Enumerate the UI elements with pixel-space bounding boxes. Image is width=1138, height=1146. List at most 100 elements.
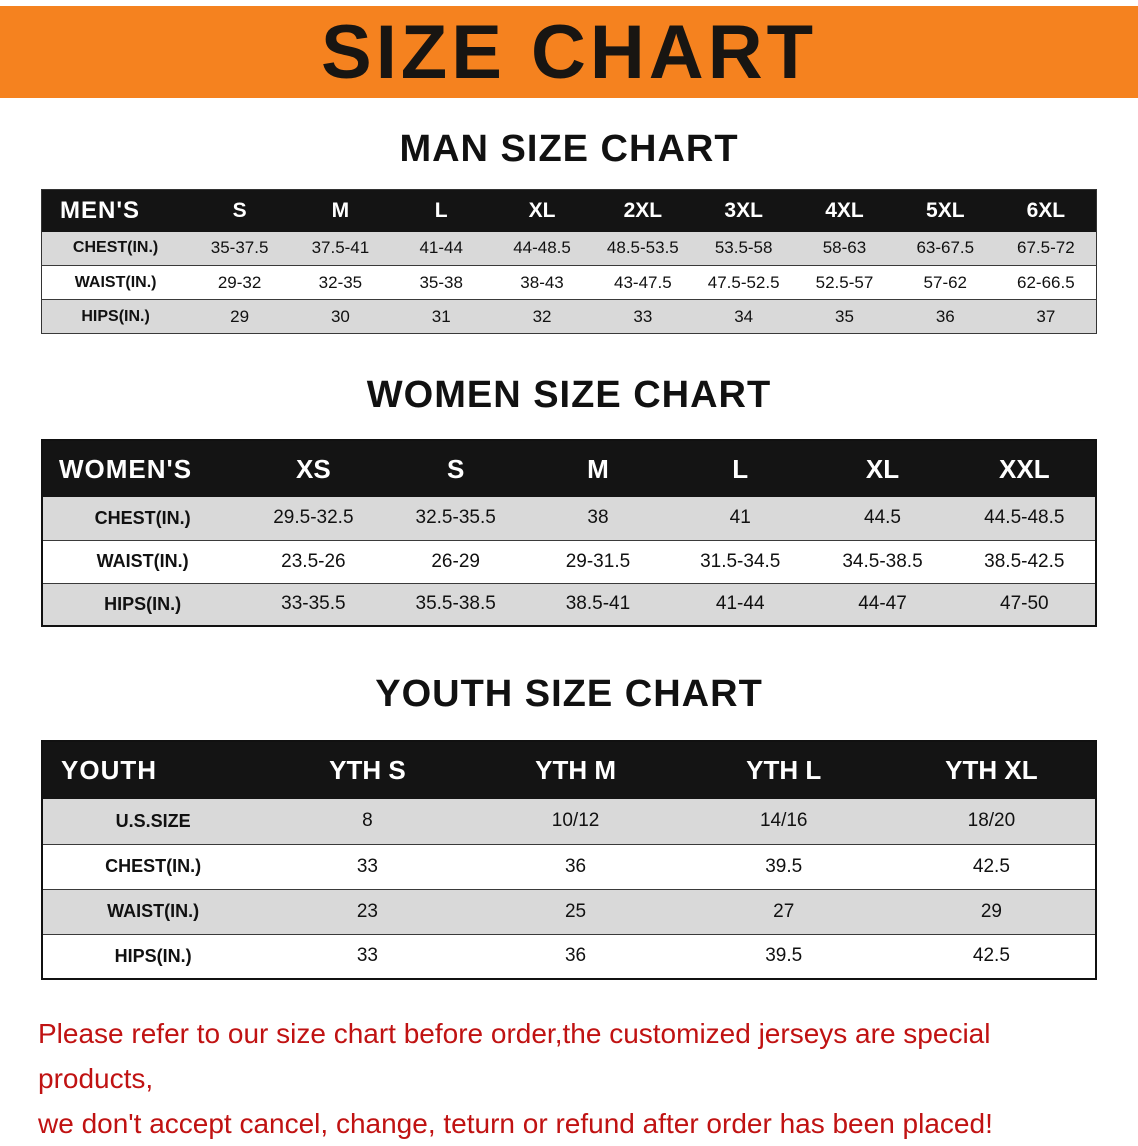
table-title-cell: YOUTH (42, 741, 264, 799)
measurement-label: WAIST(IN.) (42, 889, 264, 935)
size-value: 41-44 (390, 231, 492, 266)
size-value: 41 (669, 497, 812, 541)
size-value: 67.5-72 (995, 231, 1097, 266)
section-women: WOMEN SIZE CHART WOMEN'S XS S M L XL XXL CHEST(… (0, 374, 1138, 627)
size-value: 33 (263, 934, 472, 980)
size-column-header: YTH XL (887, 741, 1096, 799)
size-value: 29 (189, 299, 290, 334)
footer-line-2: we don't accept cancel, change, teturn o… (38, 1107, 993, 1139)
size-value: 32-35 (290, 265, 391, 300)
size-value: 52.5-57 (794, 265, 895, 300)
size-value: 29.5-32.5 (242, 497, 385, 541)
measurement-label: CHEST(IN.) (42, 844, 264, 890)
size-value: 32.5-35.5 (384, 497, 527, 541)
size-column-header: M (526, 440, 670, 497)
women-size-table: WOMEN'S XS S M L XL XXL CHEST(IN.) 29.5-32.5 32.5… (41, 439, 1097, 627)
table-row: CHEST(IN.) 33 36 39.5 42.5 (42, 844, 1096, 890)
size-value: 62-66.5 (995, 265, 1097, 300)
size-value: 48.5-53.5 (592, 231, 694, 266)
size-value: 32 (491, 299, 593, 334)
measurement-label: CHEST(IN.) (41, 231, 190, 266)
size-value: 10/12 (471, 799, 680, 845)
size-column-header: 3XL (693, 189, 795, 232)
measurement-label: HIPS(IN.) (41, 299, 190, 334)
size-column-header: 2XL (592, 189, 694, 232)
size-column-header: XXL (953, 440, 1096, 497)
size-column-header: 6XL (995, 189, 1097, 232)
size-value: 44.5 (811, 497, 954, 541)
size-column-header: L (669, 440, 812, 497)
footer-note: Please refer to our size chart before or… (38, 1012, 1100, 1146)
banner: SIZE CHART (0, 6, 1138, 98)
size-column-header: S (384, 440, 527, 497)
size-value: 31.5-34.5 (669, 540, 812, 584)
size-value: 44-48.5 (491, 231, 593, 266)
size-column-header: XL (811, 440, 954, 497)
table-row: CHEST(IN.) 29.5-32.5 32.5-35.5 38 41 44.5 44.5… (42, 497, 1096, 541)
table-row: WAIST(IN.) 29-32 32-35 35-38 38-43 43-47.5 47.… (41, 265, 1097, 300)
size-column-header: XL (491, 189, 593, 232)
measurement-label: WAIST(IN.) (42, 540, 243, 584)
page-title: SIZE CHART (321, 9, 817, 95)
size-value: 36 (471, 934, 680, 980)
size-value: 42.5 (887, 844, 1096, 890)
size-value: 35-37.5 (189, 231, 290, 266)
size-value: 58-63 (794, 231, 895, 266)
table-row: WAIST(IN.) 23.5-26 26-29 29-31.5 31.5-34.5 34… (42, 540, 1096, 584)
size-value: 39.5 (679, 844, 888, 890)
size-value: 14/16 (679, 799, 888, 845)
size-value: 25 (471, 889, 680, 935)
size-value: 44-47 (811, 583, 954, 627)
table-row: HIPS(IN.) 33-35.5 35.5-38.5 38.5-41 41-44 44-… (42, 583, 1096, 627)
size-header-row: WOMEN'S XS S M L XL XXL (42, 440, 1096, 497)
size-value: 53.5-58 (693, 231, 795, 266)
section-men: MAN SIZE CHART MEN'S S M L XL 2XL 3XL 4XL 5XL 6XL… (0, 128, 1138, 334)
size-column-header: YTH L (679, 741, 888, 799)
women-section-heading: WOMEN SIZE CHART (366, 374, 772, 416)
size-value: 18/20 (887, 799, 1096, 845)
size-value: 36 (894, 299, 996, 334)
table-row: WAIST(IN.) 23 25 27 29 (42, 889, 1096, 935)
size-value: 37 (995, 299, 1097, 334)
size-value: 38.5-42.5 (953, 540, 1096, 584)
size-value: 29-31.5 (526, 540, 670, 584)
measurement-label: HIPS(IN.) (42, 583, 243, 627)
size-column-header: YTH S (263, 741, 472, 799)
size-column-header: 4XL (794, 189, 895, 232)
size-value: 47.5-52.5 (693, 265, 795, 300)
size-value: 26-29 (384, 540, 527, 584)
size-value: 8 (263, 799, 472, 845)
size-value: 33 (263, 844, 472, 890)
youth-section-heading: YOUTH SIZE CHART (375, 673, 763, 715)
table-title-cell: WOMEN'S (42, 440, 243, 497)
table-row: CHEST(IN.) 35-37.5 37.5-41 41-44 44-48.5 48.5… (41, 231, 1097, 266)
size-column-header: 5XL (894, 189, 996, 232)
size-value: 37.5-41 (290, 231, 391, 266)
size-value: 35-38 (390, 265, 492, 300)
size-value: 43-47.5 (592, 265, 694, 300)
size-value: 35.5-38.5 (384, 583, 527, 627)
size-header-row: YOUTH YTH S YTH M YTH L YTH XL (42, 741, 1096, 799)
size-column-header: XS (242, 440, 385, 497)
men-section-heading: MAN SIZE CHART (399, 128, 739, 170)
measurement-label: U.S.SIZE (42, 799, 264, 845)
section-youth: YOUTH SIZE CHART YOUTH YTH S YTH M YTH L YTH… (0, 673, 1138, 980)
measurement-label: CHEST(IN.) (42, 497, 243, 541)
size-value: 57-62 (894, 265, 996, 300)
size-value: 39.5 (679, 934, 888, 980)
size-value: 42.5 (887, 934, 1096, 980)
size-value: 23.5-26 (242, 540, 385, 584)
youth-size-table: YOUTH YTH S YTH M YTH L YTH XL U.S.SIZE 8 10/12… (41, 740, 1097, 980)
size-value: 31 (390, 299, 492, 334)
measurement-label: HIPS(IN.) (42, 934, 264, 980)
size-value: 23 (263, 889, 472, 935)
size-value: 36 (471, 844, 680, 890)
size-column-header: L (390, 189, 492, 232)
size-column-header: S (189, 189, 290, 232)
size-header-row: MEN'S S M L XL 2XL 3XL 4XL 5XL 6XL (41, 189, 1097, 232)
size-value: 27 (679, 889, 888, 935)
size-value: 38 (526, 497, 670, 541)
size-value: 34.5-38.5 (811, 540, 954, 584)
men-size-table: MEN'S S M L XL 2XL 3XL 4XL 5XL 6XL CHEST(IN.) 35-37… (41, 189, 1097, 334)
size-value: 35 (794, 299, 895, 334)
